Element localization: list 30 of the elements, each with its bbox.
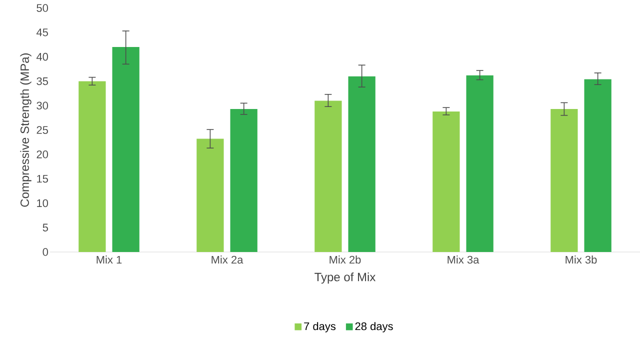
bar xyxy=(112,47,140,252)
x-tick-label: Mix 1 xyxy=(96,256,122,264)
y-tick-label: 30 xyxy=(36,102,48,110)
bar xyxy=(550,109,578,252)
x-axis-title: Type of Mix xyxy=(314,272,376,284)
bar xyxy=(466,75,494,252)
x-tick-label: Mix 3b xyxy=(566,256,597,264)
legend-label: 28 days xyxy=(355,322,393,332)
x-tick-label: Mix 2b xyxy=(330,256,361,264)
bar xyxy=(432,111,460,252)
y-tick-label: 25 xyxy=(36,126,48,134)
y-tick-label: 15 xyxy=(37,174,48,183)
y-tick-label: 10 xyxy=(37,199,48,208)
y-axis-title: Compressive Strength (MPa) xyxy=(20,53,32,207)
y-tick-label: 50 xyxy=(36,4,48,12)
legend-label: 7 days xyxy=(304,322,336,332)
bar xyxy=(314,100,342,252)
x-tick-label: Mix 2a xyxy=(212,256,244,264)
y-tick-label: 5 xyxy=(42,224,48,232)
bar xyxy=(78,81,106,252)
y-tick-label: 40 xyxy=(36,52,48,61)
y-tick-label: 35 xyxy=(36,77,48,86)
bar xyxy=(230,109,258,252)
y-tick-label: 20 xyxy=(36,150,48,158)
bar xyxy=(348,76,376,252)
x-tick-label: Mix 3a xyxy=(448,256,480,264)
y-tick-label: 0 xyxy=(42,248,48,256)
bar xyxy=(584,79,612,252)
bar xyxy=(196,138,224,252)
y-tick-label: 45 xyxy=(36,28,48,36)
